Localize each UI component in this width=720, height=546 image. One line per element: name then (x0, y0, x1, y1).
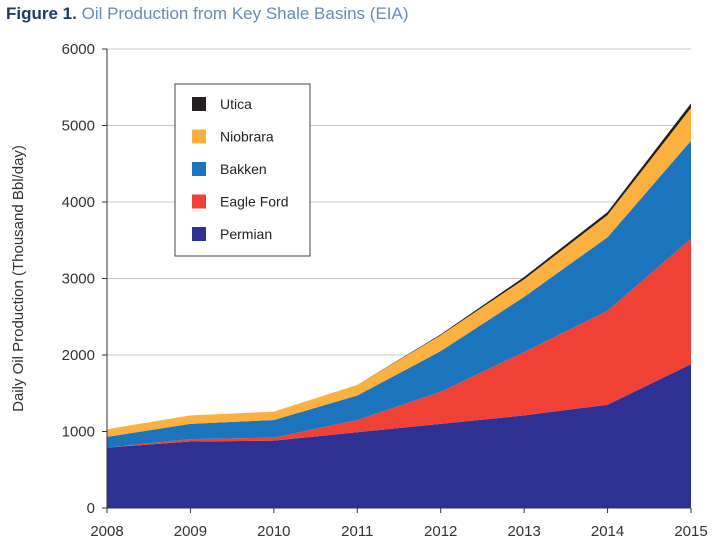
y-tick-label-2000: 2000 (62, 347, 95, 364)
area-niobrara (107, 107, 691, 437)
y-tick-label-6000: 6000 (62, 41, 95, 58)
y-tick-label-1000: 1000 (62, 424, 95, 441)
y-tick-label-0: 0 (87, 500, 95, 517)
y-tick-label-3000: 3000 (62, 271, 95, 288)
legend-label-permian: Permian (220, 226, 272, 242)
figure-title-text: Oil Production from Key Shale Basins (EI… (81, 4, 409, 23)
legend-swatch-bakken (192, 162, 206, 176)
legend-swatch-niobrara (192, 129, 206, 144)
figure-label: Figure 1. (6, 4, 77, 23)
y-axis-label: Daily Oil Production (Thousand Bbl/day) (10, 145, 27, 412)
x-tick-label-2015: 2015 (674, 523, 707, 540)
x-tick-label-2008: 2008 (90, 523, 123, 540)
legend-label-utica: Utica (220, 96, 252, 112)
legend-label-niobrara: Niobrara (220, 129, 274, 145)
area-eagle-ford (107, 238, 691, 448)
area-bakken (107, 140, 691, 448)
area-permian (107, 364, 691, 508)
x-tick-label-2012: 2012 (424, 523, 457, 540)
legend-swatch-utica (192, 97, 206, 111)
x-tick-label-2011: 2011 (341, 523, 373, 540)
x-tick-label-2009: 2009 (174, 523, 207, 540)
x-tick-label-2010: 2010 (257, 523, 290, 540)
legend-swatch-permian (192, 227, 206, 241)
y-tick-label-5000: 5000 (62, 118, 95, 135)
legend-label-bakken: Bakken (220, 161, 267, 177)
x-tick-label-2013: 2013 (507, 523, 540, 540)
x-tick-label-2014: 2014 (591, 523, 624, 540)
legend-swatch-eagle-ford (192, 194, 206, 209)
figure-title: Figure 1. Oil Production from Key Shale … (6, 4, 409, 24)
y-tick-label-4000: 4000 (62, 194, 95, 211)
legend-label-eagle-ford: Eagle Ford (220, 194, 288, 210)
